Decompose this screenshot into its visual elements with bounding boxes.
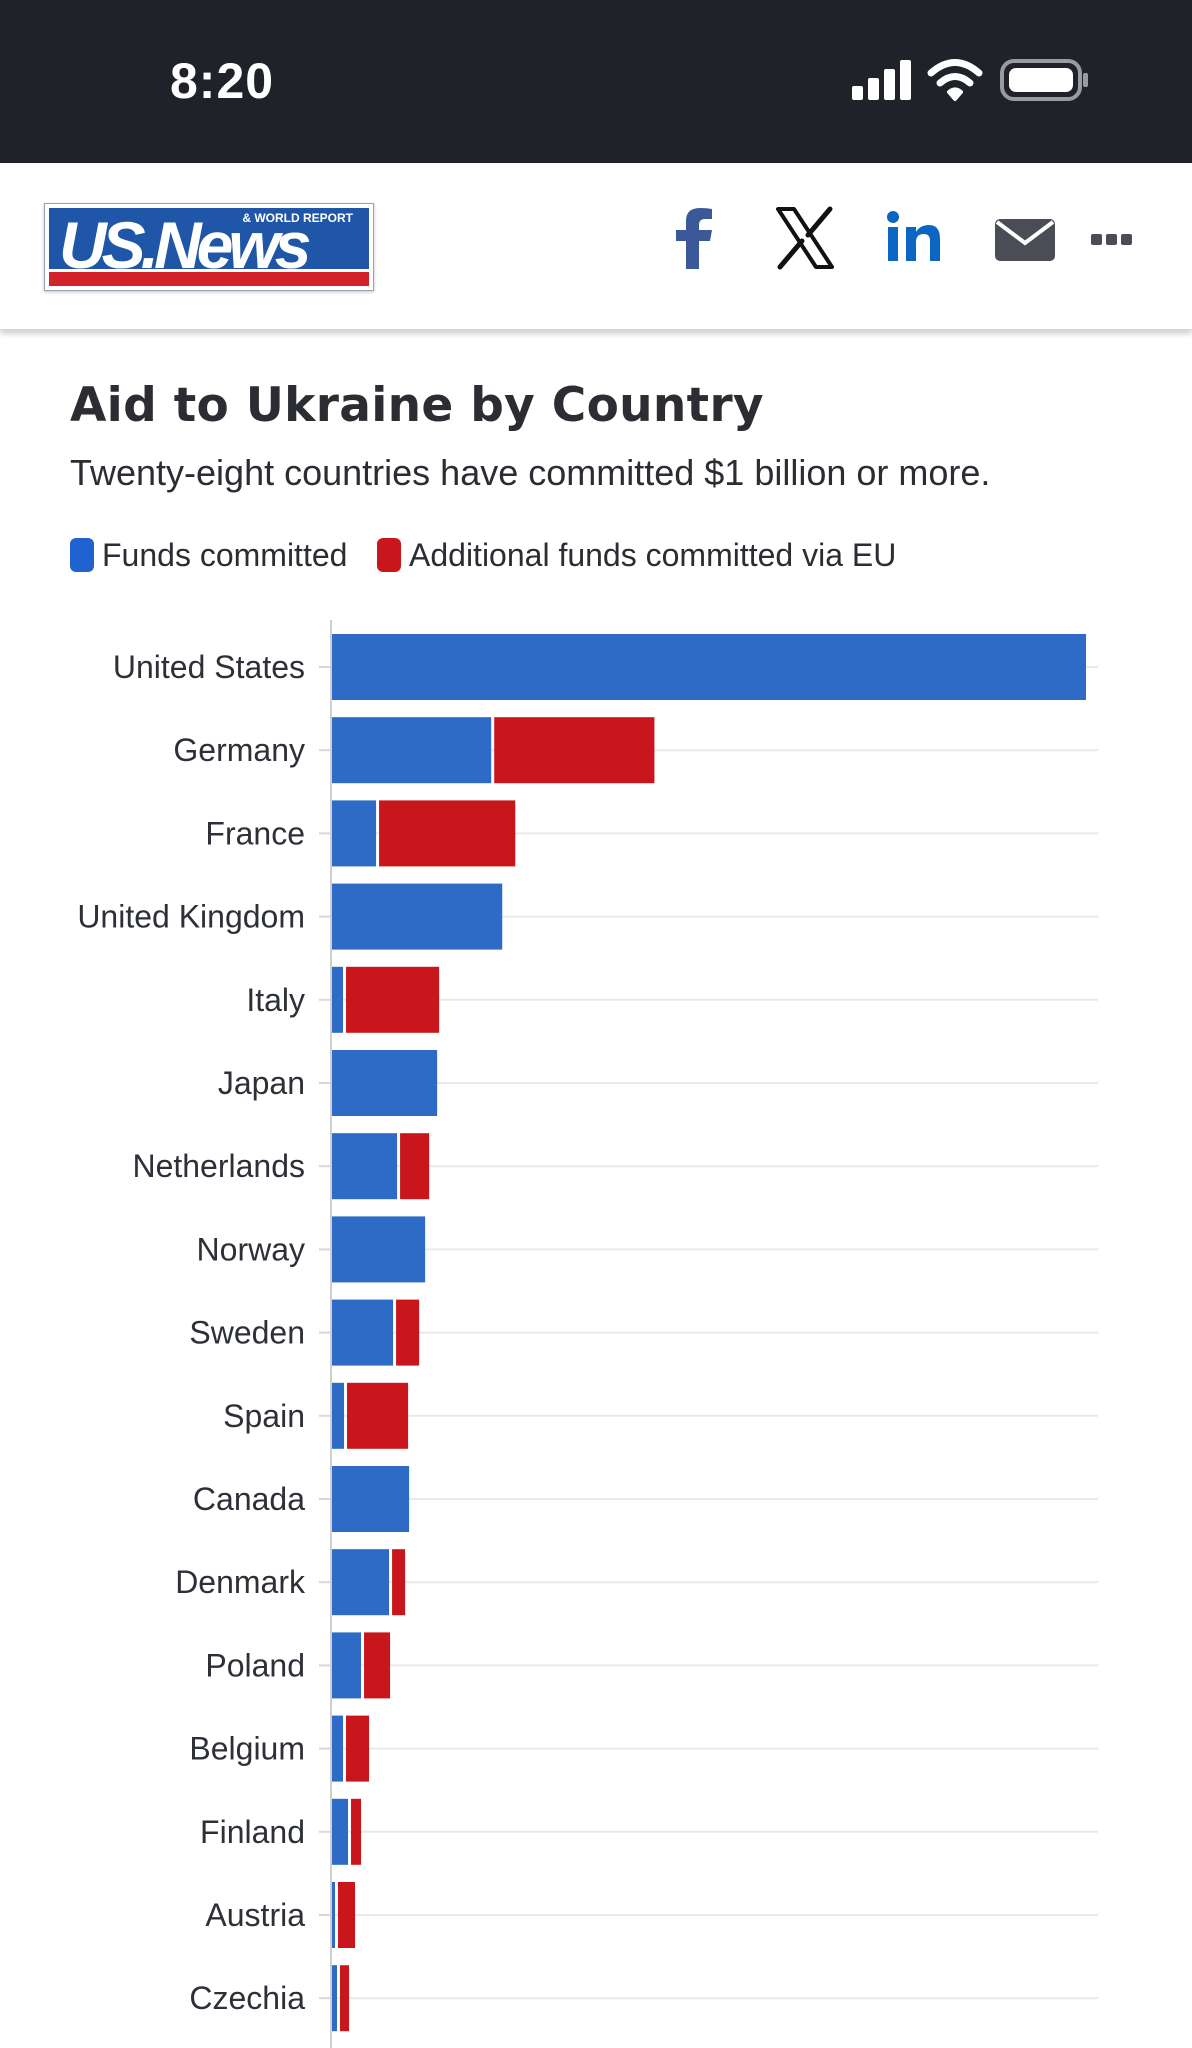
bar-funds-austria[interactable] bbox=[331, 1882, 336, 1948]
legend-swatch-funds bbox=[70, 538, 94, 572]
bar-eu-sweden[interactable] bbox=[396, 1299, 420, 1366]
email-share-button[interactable] bbox=[994, 205, 1056, 275]
status-bar: 8:20 bbox=[0, 0, 1192, 163]
bar-eu-denmark[interactable] bbox=[392, 1549, 406, 1616]
bar-funds-japan[interactable] bbox=[331, 1050, 438, 1116]
legend-swatch-eu bbox=[377, 538, 401, 572]
bar-eu-spain[interactable] bbox=[347, 1382, 409, 1449]
chart-title: Aid to Ukraine by Country bbox=[70, 378, 764, 433]
bar-eu-belgium[interactable] bbox=[346, 1715, 370, 1782]
logo-sub-text: & WORLD REPORT bbox=[242, 211, 353, 225]
bar-funds-poland[interactable] bbox=[331, 1632, 362, 1699]
category-label-spain: Spain bbox=[223, 1398, 305, 1434]
more-icon bbox=[1091, 234, 1132, 245]
category-label-united-kingdom: United Kingdom bbox=[77, 899, 305, 935]
category-label-germany: Germany bbox=[173, 732, 305, 768]
bar-funds-belgium[interactable] bbox=[331, 1715, 344, 1782]
chart-subtitle: Twenty-eight countries have committed $1… bbox=[70, 452, 991, 493]
signal-icon bbox=[852, 60, 911, 100]
category-label-sweden: Sweden bbox=[189, 1315, 305, 1351]
email-icon bbox=[995, 219, 1055, 261]
bar-funds-united-kingdom[interactable] bbox=[331, 883, 503, 950]
bar-eu-poland[interactable] bbox=[364, 1632, 391, 1699]
logo-main-text: US.News bbox=[59, 208, 311, 282]
bar-eu-austria[interactable] bbox=[338, 1882, 356, 1948]
bar-funds-norway[interactable] bbox=[331, 1216, 426, 1283]
category-label-japan: Japan bbox=[218, 1065, 305, 1101]
legend-label-eu: Additional funds committed via EU bbox=[409, 537, 897, 573]
more-share-button[interactable] bbox=[1090, 205, 1134, 275]
facebook-icon bbox=[676, 208, 712, 269]
bar-funds-czechia[interactable] bbox=[331, 1965, 338, 2032]
linkedin-icon bbox=[887, 211, 940, 261]
bar-chart: United States Germany France United Kingdom… bbox=[77, 620, 1098, 2048]
category-label-belgium: Belgium bbox=[189, 1731, 305, 1767]
wifi-icon bbox=[927, 59, 983, 101]
bar-eu-finland[interactable] bbox=[351, 1798, 362, 1865]
bar-funds-sweden[interactable] bbox=[331, 1299, 394, 1366]
battery-icon bbox=[1000, 59, 1088, 101]
category-label-norway: Norway bbox=[197, 1231, 305, 1267]
category-label-france: France bbox=[205, 815, 305, 851]
bar-funds-canada[interactable] bbox=[331, 1466, 410, 1532]
x-icon bbox=[776, 206, 834, 270]
bar-eu-italy[interactable] bbox=[346, 966, 440, 1033]
bar-funds-denmark[interactable] bbox=[331, 1549, 390, 1616]
facebook-share-button[interactable] bbox=[672, 205, 718, 275]
bar-funds-finland[interactable] bbox=[331, 1798, 349, 1865]
x-share-button[interactable] bbox=[774, 205, 836, 275]
bar-eu-france[interactable] bbox=[379, 800, 516, 867]
status-time: 8:20 bbox=[170, 53, 275, 109]
bar-funds-united-states[interactable] bbox=[331, 634, 1086, 700]
linkedin-share-button[interactable] bbox=[886, 205, 942, 275]
bar-funds-france[interactable] bbox=[331, 800, 377, 867]
category-label-netherlands: Netherlands bbox=[132, 1148, 305, 1184]
category-label-poland: Poland bbox=[205, 1647, 305, 1683]
bar-eu-czechia[interactable] bbox=[340, 1965, 350, 2032]
bar-funds-germany[interactable] bbox=[331, 717, 492, 784]
category-label-austria: Austria bbox=[205, 1897, 305, 1933]
category-label-united-states: United States bbox=[113, 649, 305, 685]
category-label-denmark: Denmark bbox=[175, 1564, 306, 1600]
site-header: US.News & WORLD REPORT bbox=[0, 163, 1192, 330]
bar-eu-germany[interactable] bbox=[494, 717, 655, 784]
category-label-czechia: Czechia bbox=[189, 1980, 305, 2016]
category-label-italy: Italy bbox=[246, 982, 305, 1018]
bar-funds-spain[interactable] bbox=[331, 1382, 345, 1449]
usnews-logo[interactable]: US.News & WORLD REPORT bbox=[44, 203, 374, 291]
category-label-finland: Finland bbox=[200, 1814, 305, 1850]
bar-funds-italy[interactable] bbox=[331, 966, 344, 1033]
bar-funds-netherlands[interactable] bbox=[331, 1133, 398, 1200]
legend-label-funds: Funds committed bbox=[102, 537, 348, 573]
category-label-canada: Canada bbox=[193, 1481, 305, 1517]
bar-eu-netherlands[interactable] bbox=[400, 1133, 430, 1200]
